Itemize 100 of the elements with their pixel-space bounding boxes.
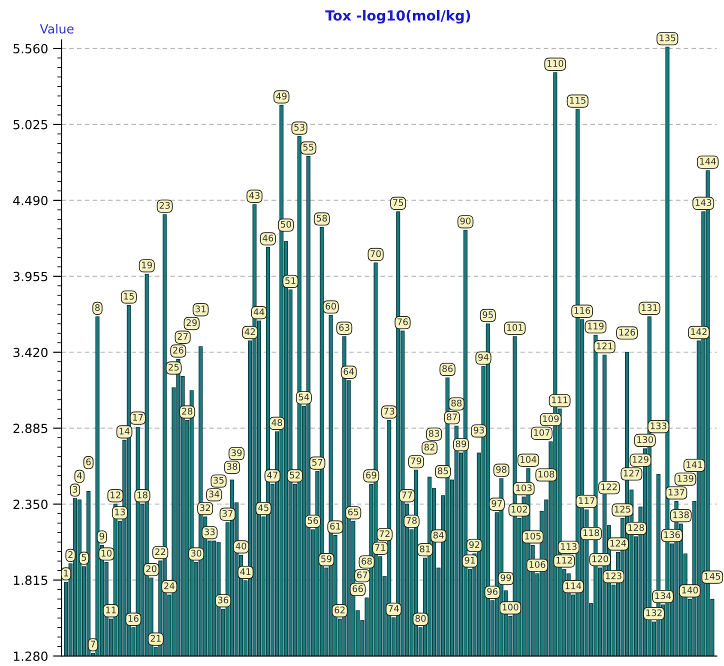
x-tick-label: 6 xyxy=(86,458,91,466)
x-tick-label: 124 xyxy=(610,540,626,547)
x-tick-label: 87 xyxy=(446,413,457,420)
x-tick-label: 65 xyxy=(348,508,358,516)
x-tick-label: 111 xyxy=(552,396,568,404)
x-tick-label: 11 xyxy=(106,606,116,614)
x-tick-label: 14 xyxy=(120,428,130,434)
x-tick-label: 89 xyxy=(456,440,466,448)
x-tick-label: 119 xyxy=(588,322,604,330)
x-tick-label: 28 xyxy=(182,408,192,415)
x-tick-label: 84 xyxy=(433,532,444,539)
y-tick-label: 5.025 xyxy=(14,120,48,130)
x-tick-label: 141 xyxy=(686,461,702,468)
x-tick-label: 137 xyxy=(668,488,684,496)
x-tick-label: 77 xyxy=(402,492,412,498)
x-tick-label: 61 xyxy=(330,522,340,530)
x-tick-label: 5 xyxy=(82,554,86,561)
x-tick-label: 138 xyxy=(673,511,689,518)
x-tick-label: 3 xyxy=(72,486,78,493)
x-tick-label: 16 xyxy=(128,615,139,622)
x-tick-label: 122 xyxy=(601,483,617,490)
x-tick-label: 128 xyxy=(628,524,644,532)
x-tick-label: 83 xyxy=(428,430,440,437)
x-tick-label: 26 xyxy=(173,346,184,354)
x-tick-label: 114 xyxy=(566,582,582,590)
x-tick-label: 44 xyxy=(254,308,264,316)
x-tick-label: 33 xyxy=(204,528,215,536)
x-tick-label: 21 xyxy=(150,634,161,642)
x-tick-label: 32 xyxy=(200,504,210,512)
x-tick-label: 86 xyxy=(442,365,453,372)
x-tick-label: 132 xyxy=(646,609,662,616)
x-tick-label: 143 xyxy=(696,199,712,206)
x-tick-label: 12 xyxy=(110,492,120,498)
x-tick-label: 79 xyxy=(411,457,422,464)
x-tick-label: 105 xyxy=(525,532,541,540)
x-tick-label: 109 xyxy=(543,415,559,422)
x-tick-label: 46 xyxy=(262,234,274,242)
x-tick-label: 108 xyxy=(538,470,554,478)
x-tick-label: 80 xyxy=(415,615,426,622)
x-tick-label: 130 xyxy=(637,436,653,444)
x-tick-label: 100 xyxy=(502,604,518,611)
x-tick-label: 85 xyxy=(438,467,448,474)
x-tick-label: 99 xyxy=(500,574,511,582)
x-tick-label: 27 xyxy=(178,333,188,340)
y-tick-label: 5.560 xyxy=(14,44,48,54)
x-tick-label: 58 xyxy=(316,214,327,222)
x-tick-label: 73 xyxy=(384,408,394,415)
x-tick-label: 96 xyxy=(487,588,498,595)
x-tick-label: 69 xyxy=(366,472,376,479)
x-tick-label: 31 xyxy=(196,306,206,312)
y-tick-label: 1.815 xyxy=(14,576,48,585)
x-tick-label: 53 xyxy=(294,124,304,131)
x-tick-label: 131 xyxy=(642,304,658,312)
x-tick-label: 22 xyxy=(155,548,166,556)
x-tick-label: 35 xyxy=(214,476,224,484)
x-tick-label: 115 xyxy=(570,97,586,104)
x-tick-label: 125 xyxy=(614,506,630,513)
y-axis-title: Value xyxy=(40,24,74,34)
x-tick-label: 63 xyxy=(339,324,350,331)
x-tick-label: 62 xyxy=(334,606,345,614)
y-tick-label: 3.420 xyxy=(14,348,48,358)
x-tick-label: 135 xyxy=(660,34,676,42)
x-tick-label: 57 xyxy=(312,459,322,466)
x-tick-label: 39 xyxy=(232,449,242,456)
x-tick-label: 120 xyxy=(592,555,608,562)
x-tick-label: 106 xyxy=(530,561,546,568)
x-tick-label: 34 xyxy=(209,490,220,498)
x-tick-label: 55 xyxy=(303,144,314,151)
x-tick-label: 88 xyxy=(451,400,462,407)
x-tick-label: 136 xyxy=(664,531,680,538)
x-tick-label: 123 xyxy=(606,572,622,580)
x-tick-label: 90 xyxy=(460,218,471,224)
x-tick-label: 142 xyxy=(691,328,707,336)
x-tick-label: 10 xyxy=(102,550,112,557)
x-tick-label: 30 xyxy=(191,550,202,557)
x-tick-label: 95 xyxy=(482,311,493,318)
x-tick-label: 4 xyxy=(77,472,82,479)
x-tick-label: 2 xyxy=(68,551,72,558)
x-tick-label: 76 xyxy=(398,318,408,326)
x-tick-label: 56 xyxy=(308,517,318,524)
y-tick-label: 1.280 xyxy=(14,651,48,661)
x-tick-label: 20 xyxy=(146,565,156,572)
x-tick-label: 117 xyxy=(578,497,594,504)
x-tick-label: 42 xyxy=(244,328,255,336)
x-tick-label: 54 xyxy=(298,394,310,400)
x-tick-label: 134 xyxy=(655,592,672,600)
x-tick-label: 8 xyxy=(95,304,100,312)
x-tick-label: 23 xyxy=(160,202,170,209)
chart-title: Tox -log10(mol/kg) xyxy=(325,10,470,24)
x-tick-label: 66 xyxy=(352,585,363,592)
x-tick-label: 118 xyxy=(583,529,600,536)
x-tick-label: 98 xyxy=(496,466,506,473)
x-tick-label: 40 xyxy=(236,542,246,550)
x-tick-label: 75 xyxy=(393,199,404,206)
x-tick-label: 47 xyxy=(267,472,278,478)
x-tick-label: 103 xyxy=(516,484,532,492)
x-tick-label: 104 xyxy=(520,456,536,463)
x-tick-label: 92 xyxy=(469,541,480,548)
x-tick-label: 49 xyxy=(276,92,287,100)
x-tick-label: 17 xyxy=(133,414,143,421)
